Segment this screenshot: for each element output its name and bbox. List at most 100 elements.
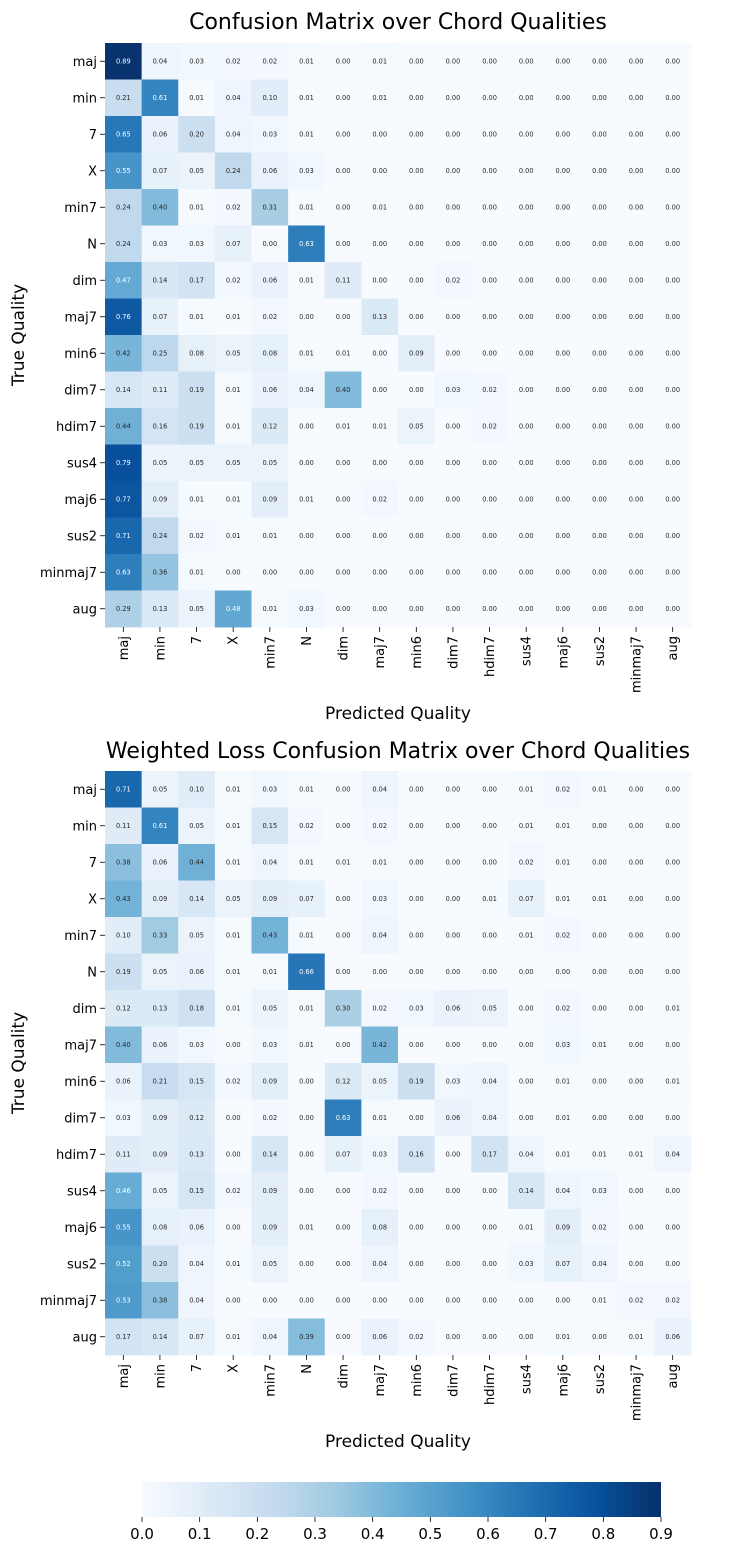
heatmap-cell: [544, 880, 582, 918]
cell-label: 0.00: [446, 1041, 461, 1049]
cell-label: 0.19: [189, 423, 204, 431]
heatmap-cell: [617, 953, 655, 991]
cell-label: 0.01: [555, 895, 570, 903]
heatmap-cell: [141, 371, 179, 409]
cell-label: 0.01: [299, 94, 314, 102]
heatmap-cell: [434, 152, 472, 190]
cell-label: 0.01: [226, 386, 241, 394]
heatmap-cell: [654, 1172, 692, 1210]
cell-label: 0.04: [299, 386, 314, 394]
heatmap-cell: [398, 262, 436, 299]
y-tick-label: minmaj7: [40, 1294, 97, 1309]
heatmap-cell: [178, 1026, 216, 1064]
heatmap-cell: [288, 1136, 326, 1173]
heatmap-cell: [471, 844, 509, 881]
y-tick-label: maj7: [64, 310, 97, 325]
x-tick-label: dim: [337, 1364, 352, 1389]
heatmap-cell: [251, 807, 289, 845]
heatmap-cell: [141, 1172, 179, 1210]
cell-label: 0.00: [372, 968, 387, 976]
heatmap-cell: [324, 990, 362, 1027]
heatmap-cell: [324, 517, 362, 555]
heatmap-cell: [434, 1209, 472, 1246]
cell-label: 0.06: [446, 1114, 461, 1122]
cell-label: 0.00: [519, 968, 534, 976]
cell-label: 0.00: [592, 277, 607, 285]
cell-label: 0.00: [336, 240, 351, 248]
heatmap-cell: [654, 990, 692, 1027]
cell-label: 0.01: [299, 786, 314, 794]
cell-label: 0.00: [629, 968, 644, 976]
heatmap-cell: [288, 1026, 326, 1064]
heatmap-cell: [434, 371, 472, 409]
heatmap-cell: [214, 116, 252, 153]
heatmap-cell: [507, 517, 545, 555]
cell-label: 0.06: [153, 859, 168, 867]
heatmap-cell: [178, 1245, 216, 1283]
cell-label: 0.02: [555, 932, 570, 940]
heatmap-cell: [581, 771, 619, 808]
cell-label: 0.00: [629, 1114, 644, 1122]
cell-label: 0.03: [555, 1041, 570, 1049]
cell-label: 0.48: [226, 605, 241, 613]
heatmap-cell: [654, 953, 692, 991]
cell-label: 0.00: [446, 569, 461, 577]
heatmap-cell: [324, 408, 362, 445]
cell-label: 0.09: [153, 1151, 168, 1159]
y-tick-label: 7: [89, 128, 97, 143]
x-tick-label: sus2: [593, 1364, 608, 1394]
cell-label: 0.00: [299, 313, 314, 321]
cell-label: 0.04: [262, 1333, 277, 1341]
heatmap-cell: [178, 444, 216, 482]
heatmap-cell: [434, 481, 472, 518]
y-tick-label: dim7: [64, 383, 97, 398]
heatmap-cell: [361, 953, 399, 991]
cell-label: 0.00: [336, 532, 351, 540]
heatmap-cell: [398, 1136, 436, 1173]
cell-label: 0.20: [153, 1260, 168, 1268]
cell-label: 0.01: [299, 496, 314, 504]
cell-label: 0.00: [592, 423, 607, 431]
cell-label: 0.61: [153, 94, 168, 102]
heatmap-cell: [324, 43, 362, 80]
heatmap-cell: [617, 79, 655, 117]
cell-label: 0.00: [555, 605, 570, 613]
heatmap-cell: [288, 408, 326, 445]
heatmap-cell: [617, 1172, 655, 1210]
cell-label: 0.00: [592, 605, 607, 613]
heatmap-cell: [544, 116, 582, 153]
cell-label: 0.01: [189, 204, 204, 212]
heatmap-cell: [251, 1318, 289, 1356]
cell-label: 0.09: [262, 1187, 277, 1195]
heatmap-cell: [214, 371, 252, 409]
y-tick-label: maj7: [64, 1038, 97, 1053]
heatmap-cell: [617, 225, 655, 263]
heatmap-cell: [654, 590, 692, 628]
heatmap-cell: [251, 408, 289, 445]
cell-label: 0.25: [153, 350, 168, 358]
heatmap-cell: [471, 554, 509, 591]
cell-label: 0.03: [153, 240, 168, 248]
cell-label: 0.03: [372, 1151, 387, 1159]
cell-label: 0.00: [592, 350, 607, 358]
cell-label: 0.01: [226, 786, 241, 794]
cell-label: 0.06: [446, 1005, 461, 1013]
colorbar-tick-label: 0.8: [591, 1525, 615, 1543]
heatmap-cell: [654, 1209, 692, 1246]
cell-label: 0.04: [153, 58, 168, 66]
cell-label: 0.44: [116, 423, 131, 431]
heatmap-cell: [361, 1172, 399, 1210]
heatmap-cell: [398, 990, 436, 1027]
x-tick-label: maj6: [556, 636, 571, 669]
heatmap-cell: [214, 298, 252, 336]
y-tick-label: X: [88, 164, 97, 179]
y-tick-label: min6: [64, 1075, 97, 1090]
cell-label: 0.40: [336, 386, 351, 394]
heatmap-cell: [581, 408, 619, 445]
heatmap-cell: [288, 590, 326, 628]
x-tick-label: minmaj7: [630, 636, 645, 693]
heatmap-cell: [288, 953, 326, 991]
cell-label: 0.00: [592, 496, 607, 504]
heatmap-cell: [654, 1136, 692, 1173]
